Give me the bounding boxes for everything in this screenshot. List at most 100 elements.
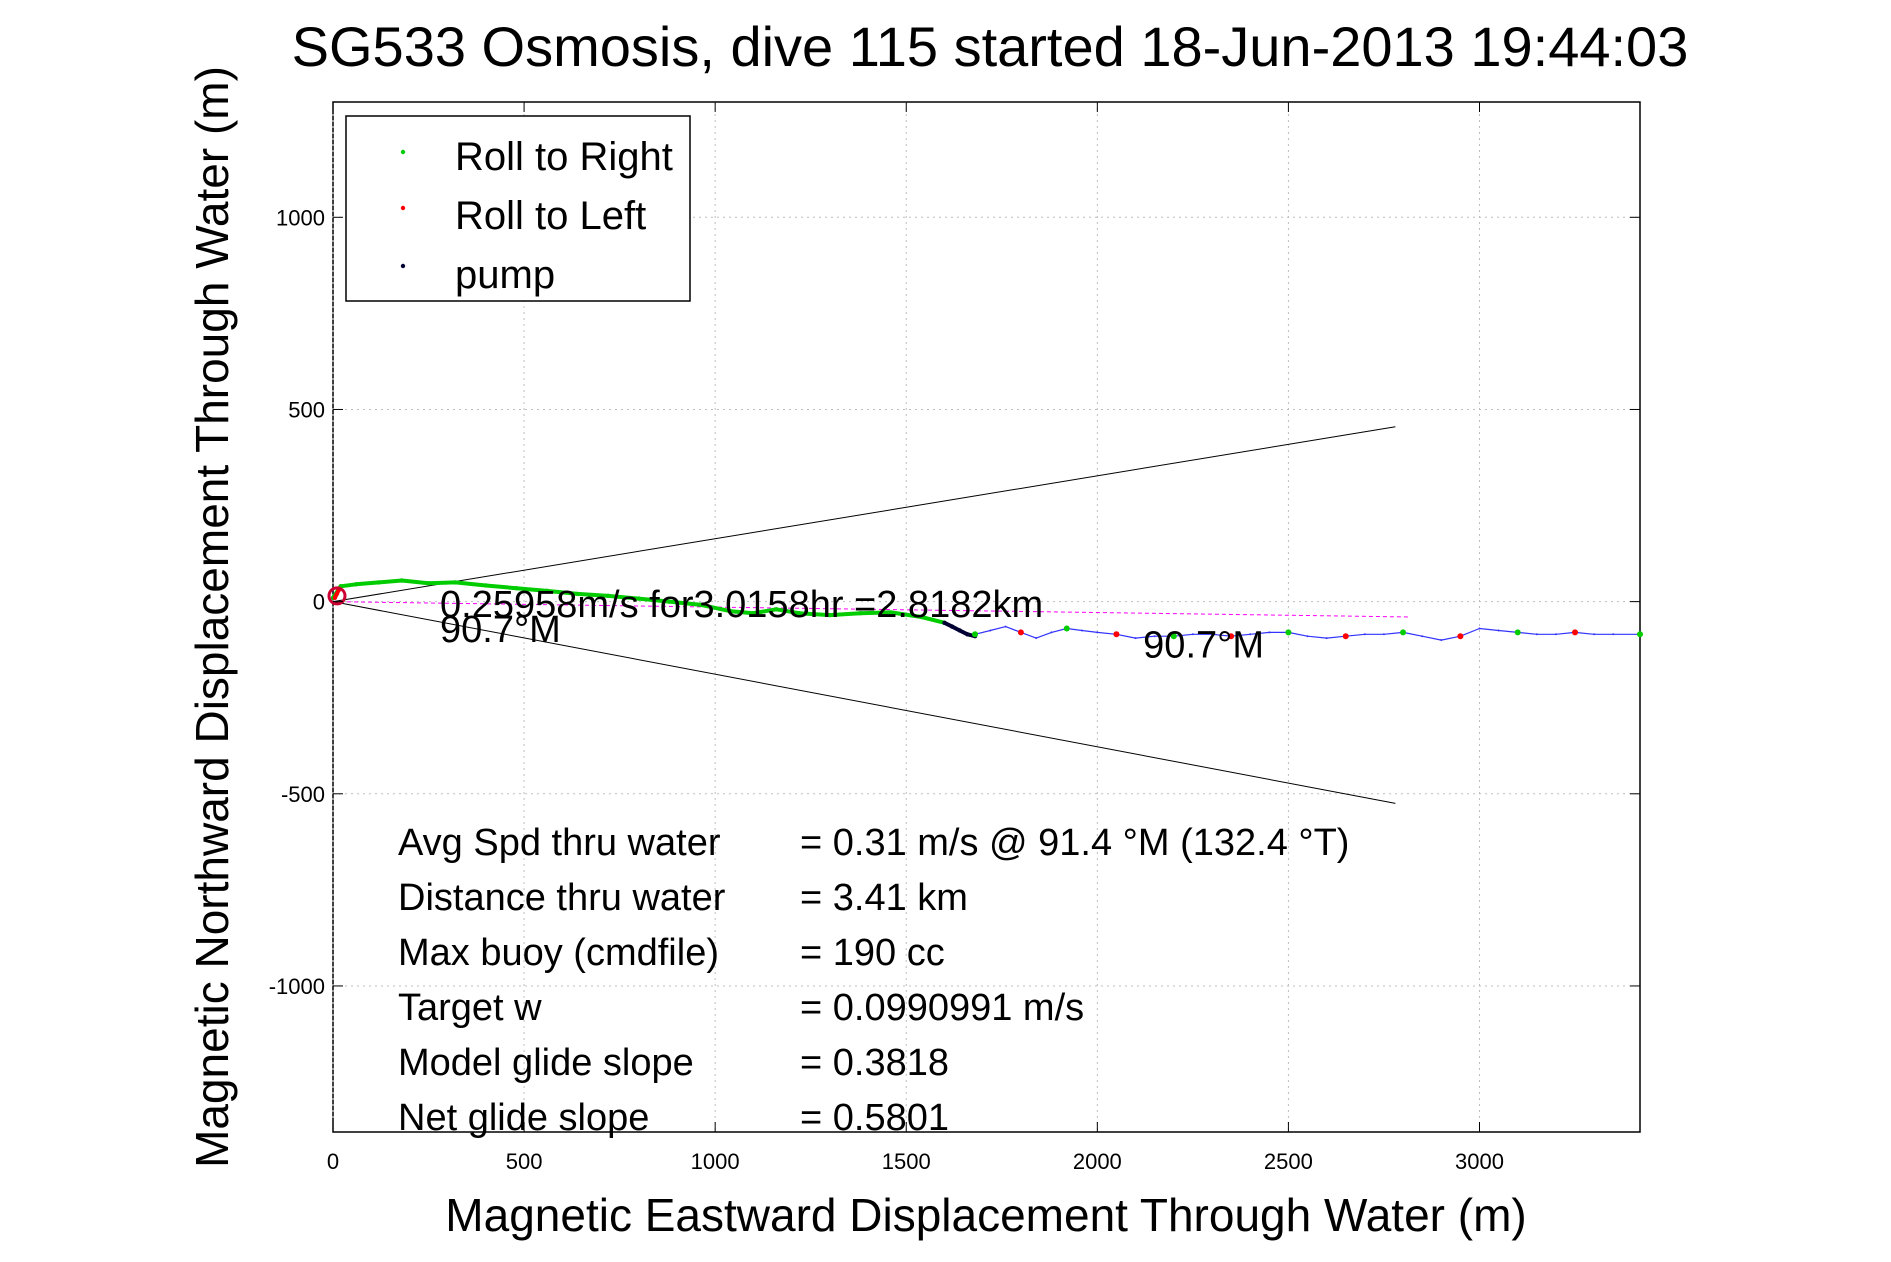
- y-tick-label: 500: [288, 397, 325, 422]
- legend-marker-roll-left: [400, 205, 406, 211]
- turn-point-marker: [1637, 631, 1643, 638]
- turn-point-marker: [1342, 633, 1349, 640]
- data-point: [353, 582, 359, 587]
- stat-label-target-w: Target w: [398, 987, 542, 1029]
- turn-point-marker: [1285, 629, 1292, 636]
- data-point: [728, 609, 733, 614]
- data-point: [697, 602, 703, 607]
- annotation-text: 0.25958m/s for3.0158hr =2.8182km: [440, 584, 1043, 626]
- turn-point-marker: [1457, 633, 1464, 640]
- y-axis-label: Magnetic Northward Displacement Through …: [186, 66, 238, 1168]
- reference-line: [332, 601, 1411, 618]
- data-point: [1593, 633, 1596, 636]
- data-point: [774, 607, 779, 612]
- data-point: [1306, 635, 1309, 638]
- data-point: [1612, 633, 1615, 636]
- data-point: [636, 596, 641, 601]
- data-point: [1421, 635, 1424, 638]
- data-point: [605, 593, 611, 599]
- ticks: 0 500 1000 1500 2000 2500 3000 -1000 -500 0 500 100…: [269, 102, 1640, 1174]
- data-point: [1004, 625, 1007, 628]
- y-tick-label: -1000: [269, 974, 325, 999]
- data-point: [334, 591, 340, 597]
- turn-point-marker: [1228, 633, 1235, 640]
- x-tick-label: 0: [327, 1149, 339, 1174]
- y-tick-label: -500: [281, 782, 325, 807]
- data-point: [1325, 637, 1328, 640]
- data-point: [858, 610, 863, 616]
- data-point: [1035, 637, 1038, 640]
- legend-label-pump: pump: [455, 253, 555, 297]
- stat-value-distance: = 3.41 km: [800, 877, 968, 919]
- data-point: [1382, 633, 1385, 636]
- data-point: [332, 595, 338, 600]
- data-point: [1210, 633, 1213, 636]
- data-point: [1081, 629, 1084, 632]
- data-point: [544, 588, 550, 594]
- stat-label-avg-speed: Avg Spd thru water: [398, 822, 721, 864]
- data-point: [1554, 633, 1557, 636]
- data-point: [1096, 631, 1099, 634]
- data-point: [667, 599, 672, 604]
- data-point: [965, 632, 970, 637]
- stat-value-target-w: = 0.0990991 m/s: [800, 987, 1084, 1029]
- data-point: [1497, 629, 1500, 632]
- turn-point-marker: [1514, 629, 1521, 636]
- data-point: [957, 628, 962, 633]
- stat-label-net-glide: Net glide slope: [398, 1097, 649, 1139]
- data-point: [376, 580, 382, 585]
- legend-label-roll-right: Roll to Right: [455, 135, 673, 179]
- data-point: [797, 610, 802, 616]
- stat-value-max-buoy: = 190 cc: [800, 932, 945, 974]
- data-point: [751, 610, 756, 616]
- data-point: [1134, 637, 1137, 640]
- data-point: [942, 620, 947, 625]
- turn-point-marker: [1400, 629, 1407, 636]
- legend-label-roll-left: Roll to Left: [455, 194, 646, 238]
- x-tick-label: 2000: [1073, 1149, 1122, 1174]
- turn-point-marker: [1572, 629, 1579, 636]
- data-point: [1153, 635, 1156, 638]
- series-line: [331, 578, 945, 625]
- data-point: [949, 624, 955, 629]
- reference-lines: [332, 426, 1411, 804]
- data-point: [1535, 633, 1538, 636]
- x-tick-label: 3000: [1455, 1149, 1504, 1174]
- data-point: [483, 583, 489, 588]
- turn-point-marker: [972, 631, 979, 638]
- annotation-text: 90.7°M: [440, 609, 561, 651]
- data-point: [919, 614, 924, 620]
- turn-point-marker: [1017, 629, 1024, 636]
- data-point: [1050, 631, 1053, 634]
- data-point: [399, 578, 404, 583]
- stat-value-net-glide: = 0.5801: [800, 1097, 949, 1139]
- data-point: [827, 612, 833, 618]
- turn-point-marker: [1113, 631, 1120, 638]
- data-point: [989, 629, 992, 632]
- data-point: [575, 591, 580, 597]
- legend-marker-pump: [400, 263, 406, 269]
- data-point: [426, 580, 431, 586]
- legend-marker-roll-right: [400, 149, 406, 155]
- y-tick-label: 0: [313, 590, 325, 615]
- data-point: [1440, 639, 1443, 642]
- data-series: [327, 578, 1643, 642]
- turn-point-marker: [1063, 625, 1070, 632]
- annotation-text: 90.7°M: [1143, 624, 1264, 666]
- stat-value-avg-speed: = 0.31 m/s @ 91.4 °M (132.4 °T): [800, 822, 1349, 864]
- data-point: [453, 580, 458, 585]
- data-point: [1249, 633, 1252, 636]
- x-tick-label: 1500: [882, 1149, 931, 1174]
- reference-line: [332, 426, 1396, 603]
- x-tick-label: 2500: [1264, 1149, 1313, 1174]
- data-point: [1191, 633, 1194, 636]
- dive-statistics: Avg Spd thru water = 0.31 m/s @ 91.4 °M …: [398, 822, 1349, 1139]
- stat-label-distance: Distance thru water: [398, 877, 726, 919]
- data-point: [888, 610, 894, 615]
- x-tick-label: 1000: [691, 1149, 740, 1174]
- x-tick-label: 500: [506, 1149, 543, 1174]
- x-axis-label: Magnetic Eastward Displacement Through W…: [445, 1189, 1526, 1241]
- data-point: [1363, 633, 1366, 636]
- legend: Roll to Right Roll to Left pump: [345, 115, 691, 302]
